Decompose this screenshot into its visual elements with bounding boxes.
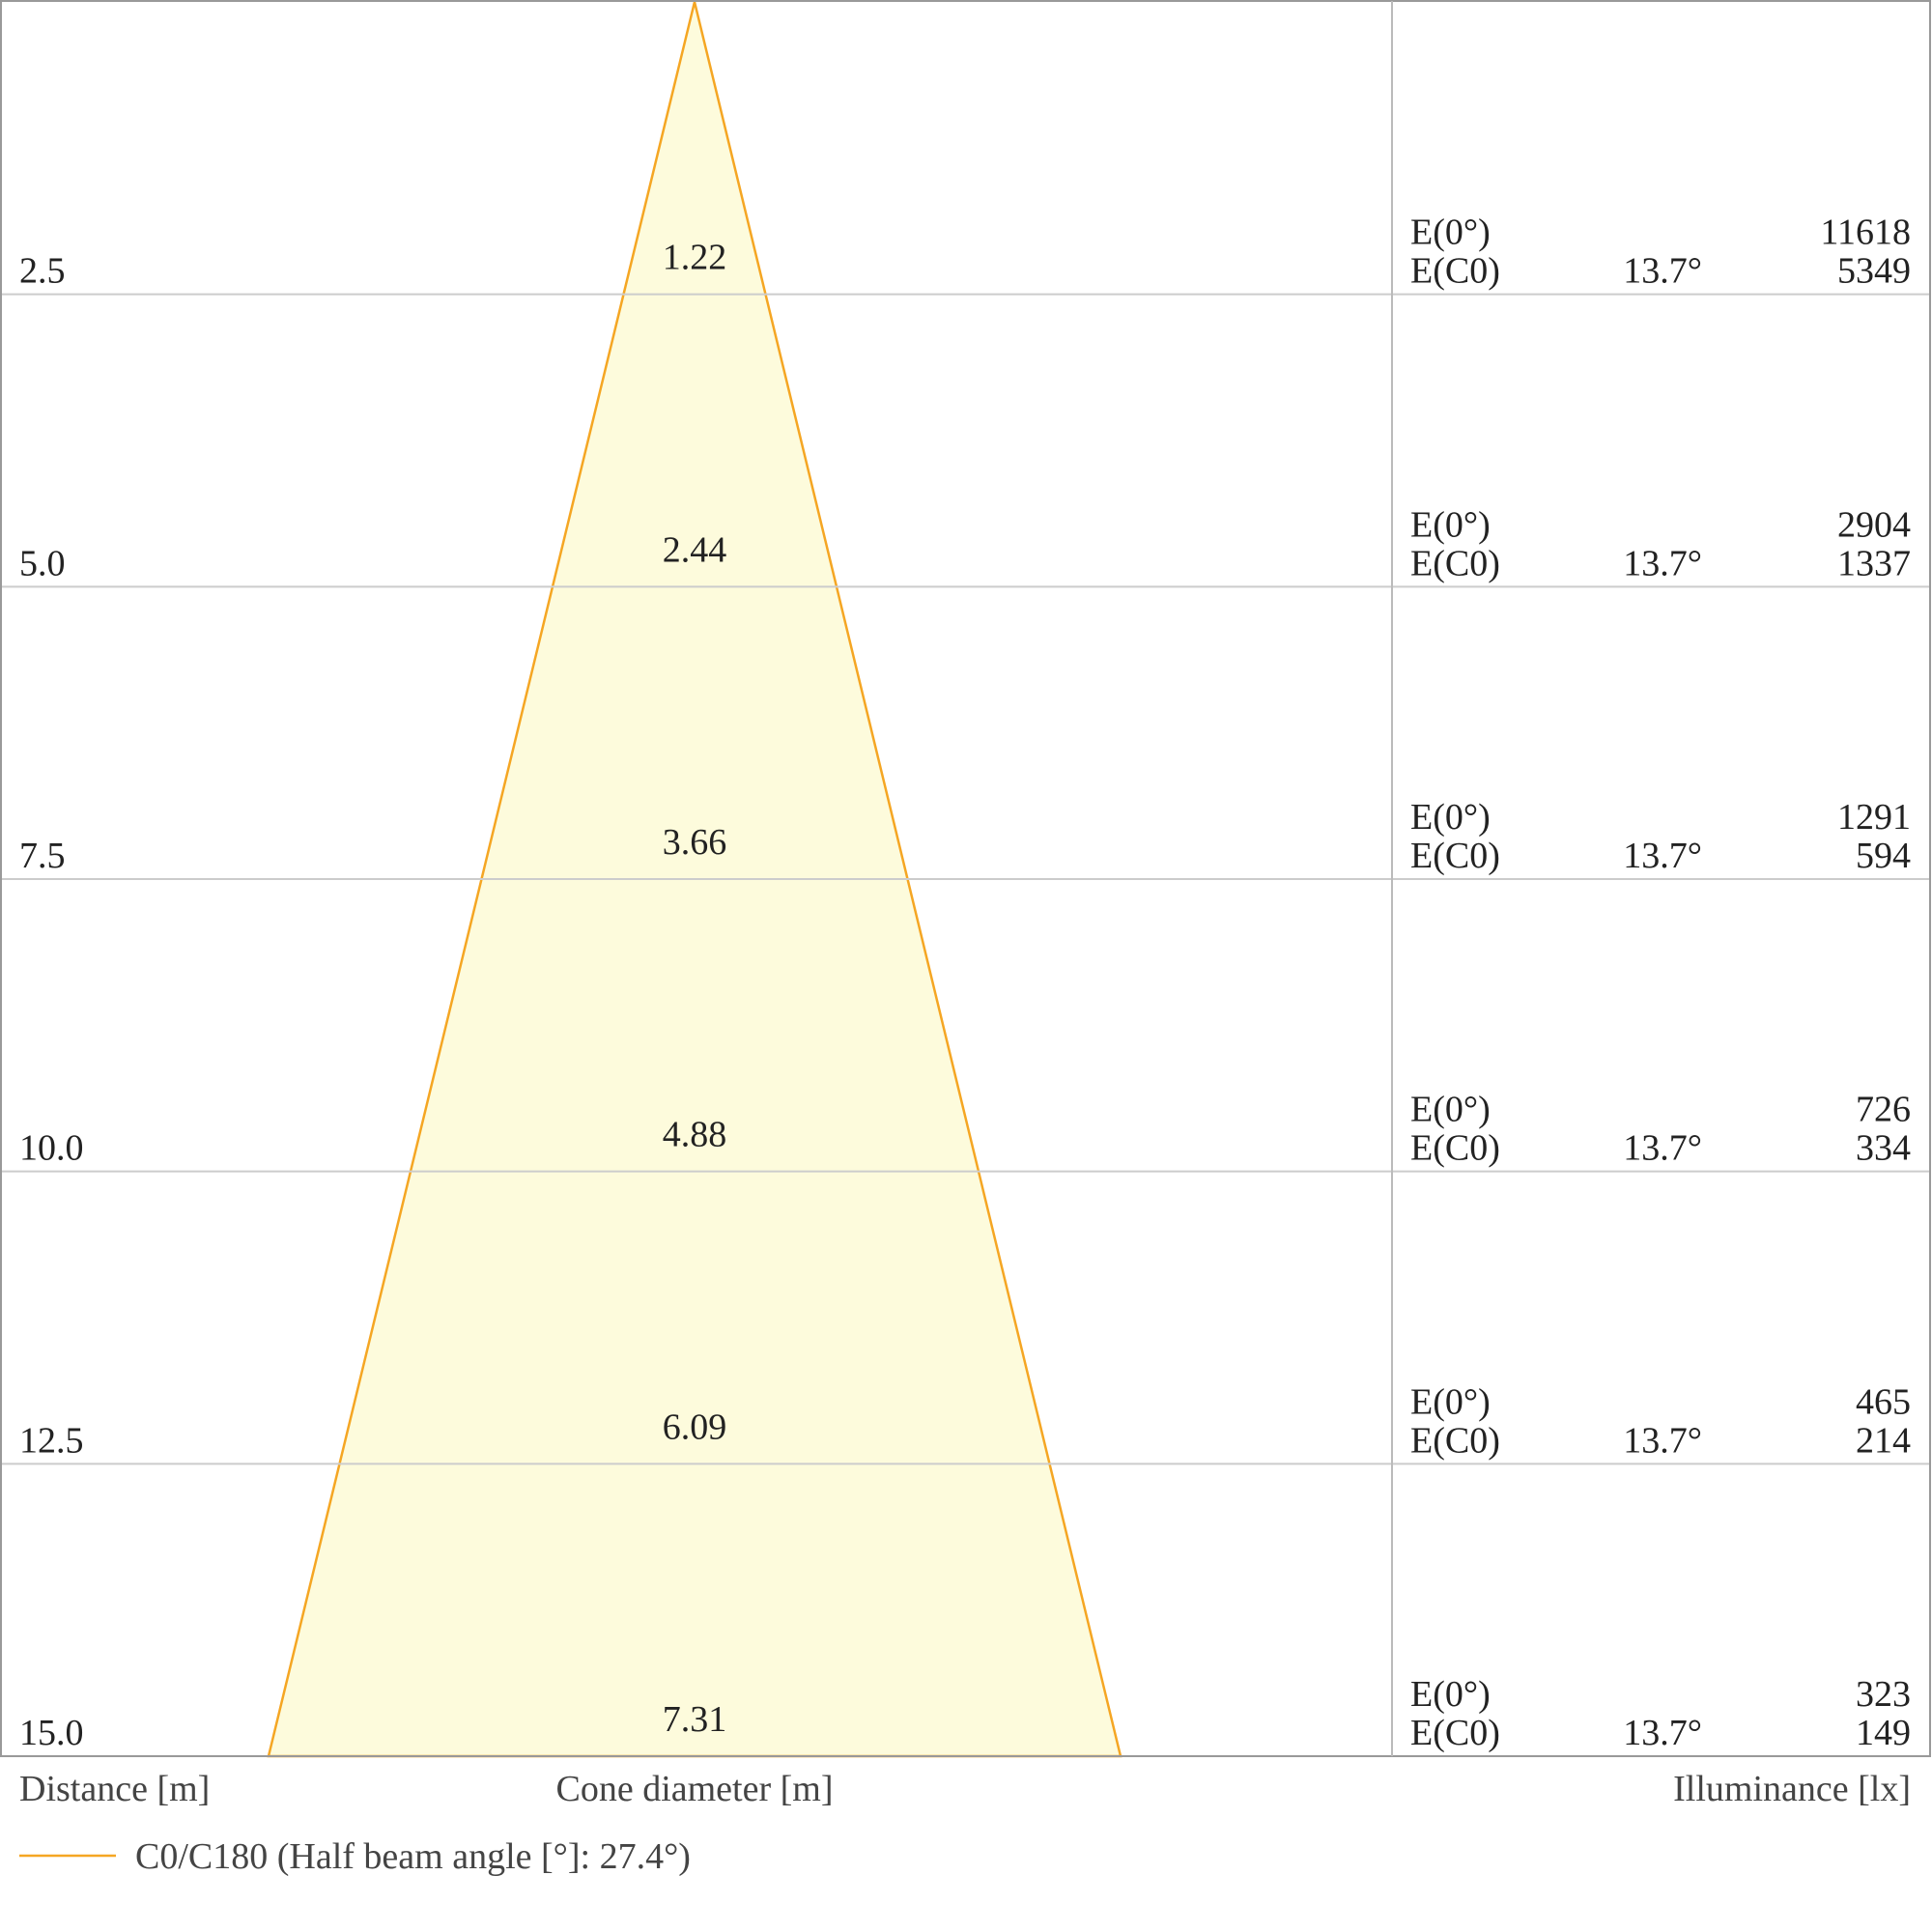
e0-label: E(0°) <box>1410 1674 1491 1715</box>
legend-label: C0/C180 (Half beam angle [°]: 27.4°) <box>135 1836 691 1877</box>
e0-label: E(0°) <box>1410 213 1491 253</box>
cone-axis-label: Cone diameter [m] <box>555 1769 833 1809</box>
ec0-value: 5349 <box>1837 251 1911 292</box>
distance-label: 7.5 <box>19 836 66 876</box>
e0-value: 2904 <box>1837 504 1911 545</box>
ec0-value: 594 <box>1856 836 1911 876</box>
e0-value: 11618 <box>1820 213 1911 253</box>
ec0-value: 334 <box>1856 1128 1911 1169</box>
cone-diameter-label: 4.88 <box>663 1115 727 1155</box>
ec0-label: E(C0) <box>1410 836 1500 876</box>
ec0-value: 1337 <box>1837 543 1911 583</box>
ec0-label: E(C0) <box>1410 1420 1500 1461</box>
cone-diameter-label: 7.31 <box>663 1699 727 1740</box>
half-angle-label: 13.7° <box>1623 836 1702 876</box>
illuminance-axis-label: Illuminance [lx] <box>1673 1769 1911 1809</box>
distance-label: 10.0 <box>19 1128 84 1169</box>
half-angle-label: 13.7° <box>1623 1420 1702 1461</box>
cone-diameter-label: 3.66 <box>663 822 727 863</box>
half-angle-label: 13.7° <box>1623 543 1702 583</box>
half-angle-label: 13.7° <box>1623 1713 1702 1753</box>
ec0-value: 149 <box>1856 1713 1911 1753</box>
ec0-label: E(C0) <box>1410 1713 1500 1753</box>
e0-value: 323 <box>1856 1674 1911 1715</box>
e0-value: 726 <box>1856 1090 1911 1130</box>
e0-value: 1291 <box>1837 797 1911 838</box>
cone-diameter-label: 6.09 <box>663 1406 727 1447</box>
distance-axis-label: Distance [m] <box>19 1769 210 1809</box>
ec0-label: E(C0) <box>1410 251 1500 292</box>
plot-border <box>0 0 1931 1757</box>
cone-diameter-label: 2.44 <box>663 529 727 570</box>
e0-label: E(0°) <box>1410 1381 1491 1422</box>
ec0-label: E(C0) <box>1410 1128 1500 1169</box>
distance-label: 2.5 <box>19 251 66 292</box>
e0-label: E(0°) <box>1410 797 1491 838</box>
cone-diameter-label: 1.22 <box>663 238 727 278</box>
e0-label: E(0°) <box>1410 1090 1491 1130</box>
ec0-value: 214 <box>1856 1420 1911 1461</box>
distance-label: 15.0 <box>19 1713 84 1753</box>
e0-value: 465 <box>1856 1381 1911 1422</box>
e0-label: E(0°) <box>1410 504 1491 545</box>
half-angle-label: 13.7° <box>1623 251 1702 292</box>
distance-label: 5.0 <box>19 543 66 583</box>
distance-label: 12.5 <box>19 1420 84 1461</box>
half-angle-label: 13.7° <box>1623 1128 1702 1169</box>
ec0-label: E(C0) <box>1410 543 1500 583</box>
